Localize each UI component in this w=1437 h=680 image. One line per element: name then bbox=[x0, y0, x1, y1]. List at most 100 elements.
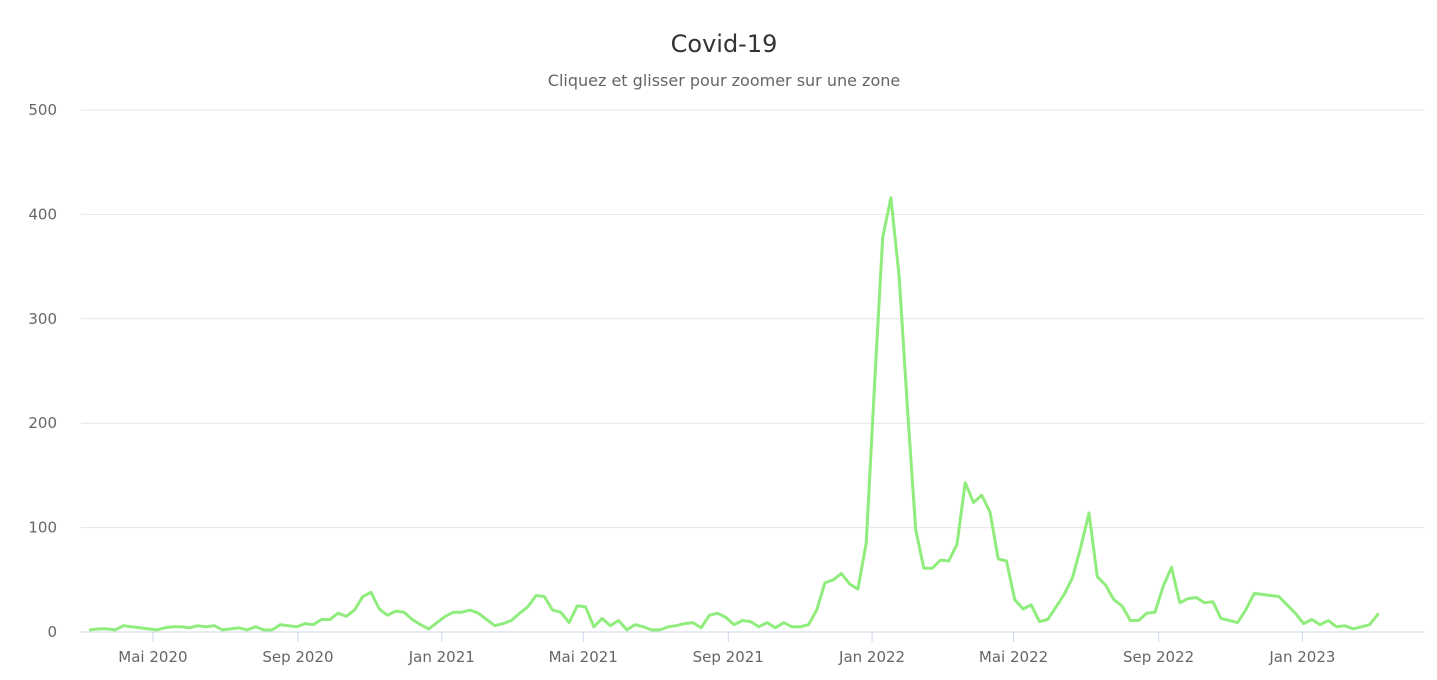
data-point[interactable] bbox=[986, 508, 994, 516]
data-point[interactable] bbox=[705, 611, 713, 619]
data-point[interactable] bbox=[1192, 594, 1200, 602]
data-point[interactable] bbox=[252, 623, 260, 631]
data-point[interactable] bbox=[1168, 563, 1176, 571]
data-point[interactable] bbox=[103, 625, 111, 633]
data-point[interactable] bbox=[813, 606, 821, 614]
data-point[interactable] bbox=[598, 614, 606, 622]
data-point[interactable] bbox=[474, 609, 482, 617]
data-point[interactable] bbox=[334, 609, 342, 617]
data-point[interactable] bbox=[309, 621, 317, 629]
data-point[interactable] bbox=[351, 606, 359, 614]
data-point[interactable] bbox=[870, 384, 878, 392]
data-point[interactable] bbox=[268, 626, 276, 634]
data-point[interactable] bbox=[400, 608, 408, 616]
data-point[interactable] bbox=[1324, 617, 1332, 625]
data-point[interactable] bbox=[1093, 573, 1101, 581]
data-point[interactable] bbox=[854, 585, 862, 593]
data-point[interactable] bbox=[672, 622, 680, 630]
data-point[interactable] bbox=[524, 603, 532, 611]
data-point[interactable] bbox=[499, 620, 507, 628]
data-point[interactable] bbox=[227, 625, 235, 633]
data-point[interactable] bbox=[326, 616, 334, 624]
data-point[interactable] bbox=[1217, 614, 1225, 622]
data-point[interactable] bbox=[1333, 623, 1341, 631]
data-point[interactable] bbox=[895, 273, 903, 281]
data-point[interactable] bbox=[763, 619, 771, 627]
data-point[interactable] bbox=[169, 623, 177, 631]
data-point[interactable] bbox=[697, 624, 705, 632]
data-point[interactable] bbox=[681, 620, 689, 628]
data-point[interactable] bbox=[912, 526, 920, 534]
data-point[interactable] bbox=[1052, 603, 1060, 611]
data-point[interactable] bbox=[1019, 605, 1027, 613]
data-point[interactable] bbox=[1242, 606, 1250, 614]
data-point[interactable] bbox=[606, 622, 614, 630]
data-point[interactable] bbox=[1027, 601, 1035, 609]
data-point[interactable] bbox=[945, 557, 953, 565]
data-point[interactable] bbox=[565, 619, 573, 627]
data-point[interactable] bbox=[1201, 599, 1209, 607]
data-point[interactable] bbox=[1118, 602, 1126, 610]
data-point[interactable] bbox=[392, 607, 400, 615]
data-point[interactable] bbox=[879, 233, 887, 241]
data-point[interactable] bbox=[144, 625, 152, 633]
data-point[interactable] bbox=[780, 619, 788, 627]
data-point[interactable] bbox=[928, 564, 936, 572]
data-point[interactable] bbox=[1366, 621, 1374, 629]
data-point[interactable] bbox=[1291, 609, 1299, 617]
data-point[interactable] bbox=[821, 579, 829, 587]
data-point[interactable] bbox=[953, 540, 961, 548]
data-point[interactable] bbox=[285, 622, 293, 630]
data-point[interactable] bbox=[128, 623, 136, 631]
data-point[interactable] bbox=[648, 626, 656, 634]
data-point[interactable] bbox=[235, 624, 243, 632]
data-point[interactable] bbox=[639, 623, 647, 631]
data-point[interactable] bbox=[796, 623, 804, 631]
data-point[interactable] bbox=[301, 620, 309, 628]
data-point[interactable] bbox=[507, 617, 515, 625]
data-point[interactable] bbox=[219, 626, 227, 634]
data-point[interactable] bbox=[1374, 610, 1382, 618]
data-point[interactable] bbox=[1011, 596, 1019, 604]
data-point[interactable] bbox=[194, 622, 202, 630]
data-point[interactable] bbox=[408, 616, 416, 624]
data-point[interactable] bbox=[375, 605, 383, 613]
data-point[interactable] bbox=[1036, 618, 1044, 626]
series-line[interactable] bbox=[88, 196, 1380, 632]
data-point[interactable] bbox=[86, 626, 94, 634]
data-point[interactable] bbox=[557, 608, 565, 616]
data-point[interactable] bbox=[1003, 557, 1011, 565]
data-point[interactable] bbox=[829, 576, 837, 584]
data-point[interactable] bbox=[623, 626, 631, 634]
data-point[interactable] bbox=[1308, 616, 1316, 624]
data-point[interactable] bbox=[664, 623, 672, 631]
data-point[interactable] bbox=[540, 593, 548, 601]
data-point[interactable] bbox=[714, 609, 722, 617]
data-point[interactable] bbox=[804, 621, 812, 629]
data-point[interactable] bbox=[111, 626, 119, 634]
data-point[interactable] bbox=[1349, 625, 1357, 633]
data-point[interactable] bbox=[549, 606, 557, 614]
data-point[interactable] bbox=[771, 624, 779, 632]
data-point[interactable] bbox=[689, 619, 697, 627]
data-point[interactable] bbox=[1250, 589, 1258, 597]
data-point[interactable] bbox=[903, 404, 911, 412]
data-point[interactable] bbox=[1184, 595, 1192, 603]
data-point[interactable] bbox=[1357, 623, 1365, 631]
data-point[interactable] bbox=[384, 611, 392, 619]
data-point[interactable] bbox=[1316, 621, 1324, 629]
data-point[interactable] bbox=[1044, 616, 1052, 624]
data-point[interactable] bbox=[1143, 609, 1151, 617]
data-point[interactable] bbox=[1225, 617, 1233, 625]
data-point[interactable] bbox=[1283, 601, 1291, 609]
data-point[interactable] bbox=[788, 623, 796, 631]
data-point[interactable] bbox=[483, 616, 491, 624]
data-point[interactable] bbox=[210, 622, 218, 630]
data-point[interactable] bbox=[95, 625, 103, 633]
data-point[interactable] bbox=[862, 539, 870, 547]
data-point[interactable] bbox=[153, 626, 161, 634]
data-point[interactable] bbox=[243, 626, 251, 634]
data-point[interactable] bbox=[532, 592, 540, 600]
data-point[interactable] bbox=[293, 623, 301, 631]
data-point[interactable] bbox=[961, 479, 969, 487]
